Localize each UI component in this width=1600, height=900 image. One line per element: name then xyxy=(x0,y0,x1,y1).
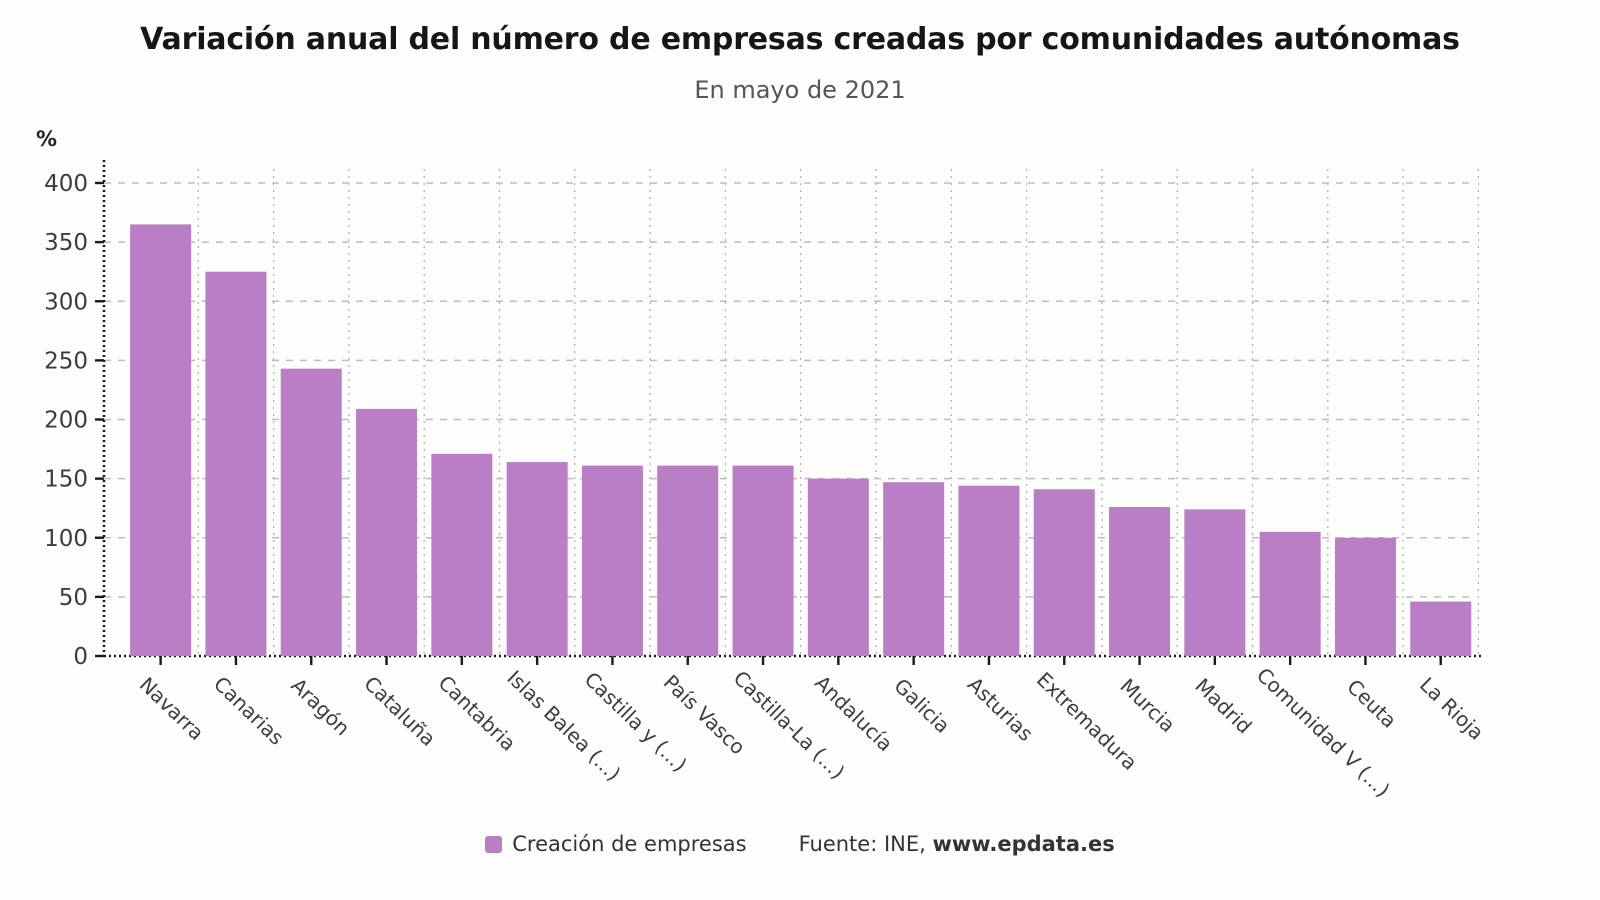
bar-Cataluña xyxy=(356,408,418,656)
x-tick-label: Aragón xyxy=(286,673,354,740)
bar-Aragón xyxy=(280,368,342,656)
bar-Castilla y (...) xyxy=(581,465,643,656)
bar-La Rioja xyxy=(1410,601,1472,656)
x-tick-label: Madrid xyxy=(1190,673,1256,738)
x-tick-label: Canarias xyxy=(209,672,289,750)
y-tick-label: 400 xyxy=(44,171,88,197)
bar-Canarias xyxy=(205,271,267,656)
x-tick-label: La Rioja xyxy=(1415,672,1489,744)
y-tick-label: 0 xyxy=(73,644,88,670)
chart-subtitle: En mayo de 2021 xyxy=(694,76,906,104)
y-tick-label: 300 xyxy=(44,289,88,315)
bar-Extremadura xyxy=(1033,489,1095,656)
x-tick-label: Cataluña xyxy=(359,671,440,750)
x-tick-label: Comunidad V (...) xyxy=(1252,663,1395,802)
y-axis-unit-label: % xyxy=(36,127,57,151)
y-tick-label: 350 xyxy=(44,230,88,256)
bar-Navarra xyxy=(130,224,192,656)
x-tick-label: Navarra xyxy=(135,672,209,745)
source-prefix: Fuente: INE, xyxy=(798,832,933,856)
y-tick-label: 100 xyxy=(44,526,88,552)
bar-Asturias xyxy=(958,485,1020,656)
x-tick-label: Murcia xyxy=(1115,674,1180,737)
chart-legend: Creación de empresas Fuente: INE, www.ep… xyxy=(0,832,1600,856)
bar-Comunidad V (...) xyxy=(1259,531,1321,656)
bar-chart: 0 50 100 150 200 250 300 350 400% Navarra Canarias… xyxy=(36,127,1489,802)
y-tick-label: 200 xyxy=(44,408,88,434)
legend-label: Creación de empresas xyxy=(512,832,747,856)
source-site-link[interactable]: www.epdata.es xyxy=(932,832,1115,856)
x-tick-label: Asturias xyxy=(963,672,1038,746)
bar-Madrid xyxy=(1184,509,1246,656)
bar-Andalucía xyxy=(807,478,869,656)
x-tick-label: Ceuta xyxy=(1342,674,1401,732)
chart-title: Variación anual del número de empresas c… xyxy=(140,22,1460,57)
legend-swatch xyxy=(485,835,503,853)
y-tick-label: 50 xyxy=(59,585,88,611)
bar-Murcia xyxy=(1109,507,1171,656)
y-tick-label: 150 xyxy=(44,467,88,493)
y-tick-label: 250 xyxy=(44,348,88,374)
bar-Castilla-La (...) xyxy=(732,465,794,656)
bar-Cantabria xyxy=(431,453,493,656)
source-text: Fuente: INE, www.epdata.es xyxy=(799,832,1115,856)
bar-País Vasco xyxy=(657,465,719,656)
bar-Galicia xyxy=(883,482,945,656)
bar-Islas Balea (...) xyxy=(506,462,568,656)
legend-item-creacion[interactable]: Creación de empresas xyxy=(485,832,747,856)
bar-Ceuta xyxy=(1334,537,1396,656)
x-tick-label: Galicia xyxy=(889,674,954,738)
